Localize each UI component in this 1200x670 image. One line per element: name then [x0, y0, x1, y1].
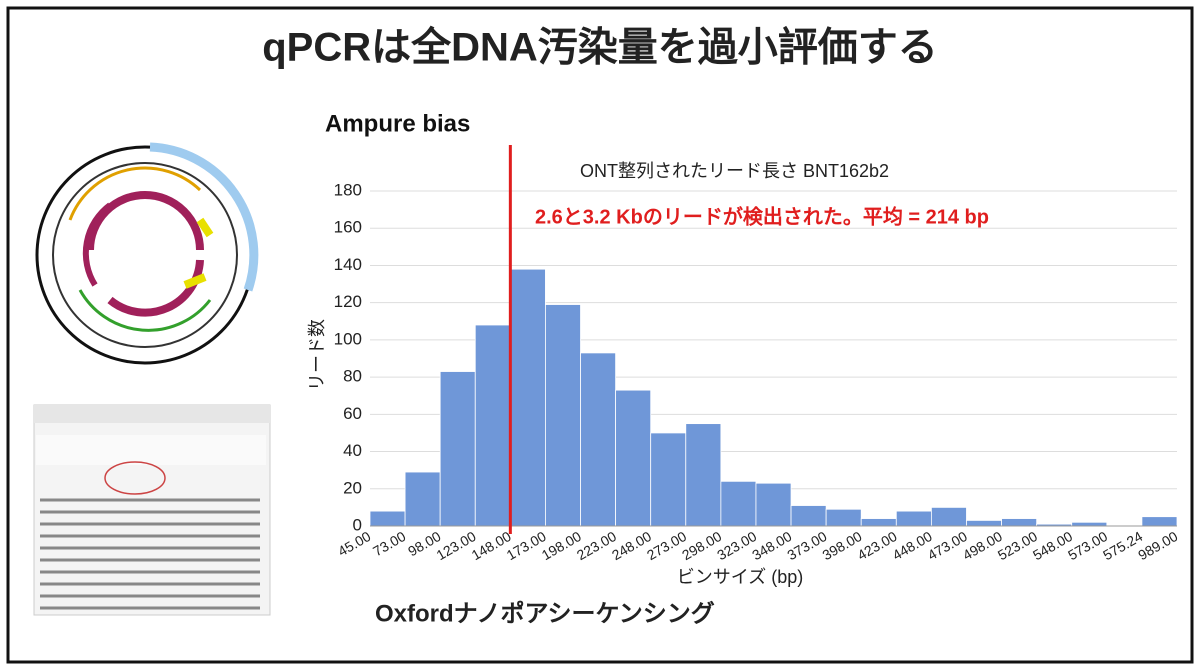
bar [404, 471, 441, 527]
y-tick-label: 100 [334, 329, 362, 348]
alignment-screenshot [33, 404, 271, 616]
y-tick-label: 140 [334, 255, 362, 274]
bar [895, 510, 932, 527]
bar [615, 389, 652, 527]
bar [685, 423, 722, 527]
bar [825, 508, 862, 527]
y-tick-label: 40 [343, 441, 362, 460]
bar [369, 510, 406, 527]
y-tick-label: 20 [343, 478, 362, 497]
y-axis-label: リード数 [307, 319, 327, 391]
annotation: 2.6と3.2 Kbのリードが検出された。平均 = 214 bp [535, 204, 989, 228]
bar [755, 482, 792, 527]
bar [545, 304, 581, 527]
bar [966, 520, 1002, 527]
bar [1071, 521, 1108, 527]
bar [439, 371, 476, 527]
reference-label: Ampure bias [325, 110, 470, 137]
y-tick-label: 60 [343, 404, 362, 423]
y-tick-label: 120 [334, 292, 362, 311]
bar [474, 324, 511, 527]
x-axis-label: ビンサイズ (bp) [677, 567, 803, 587]
bar [860, 518, 897, 527]
y-tick-label: 160 [334, 218, 362, 237]
bar [650, 432, 687, 527]
plasmid-map [35, 142, 259, 365]
caption: Oxfordナノポアシーケンシング [375, 599, 715, 627]
bar [790, 505, 827, 527]
y-tick-label: 80 [343, 367, 362, 386]
bar [1001, 518, 1038, 527]
chart-title: ONT整列されたリード長さ BNT162b2 [580, 161, 889, 181]
y-tick-label: 0 [353, 515, 362, 534]
bar [580, 352, 617, 527]
bar [930, 506, 967, 527]
bar [1141, 516, 1178, 527]
y-tick-label: 180 [334, 180, 362, 199]
slide-title: qPCRは全DNA汚染量を過小評価する [262, 25, 938, 70]
bar [509, 268, 546, 527]
bar [720, 480, 757, 527]
